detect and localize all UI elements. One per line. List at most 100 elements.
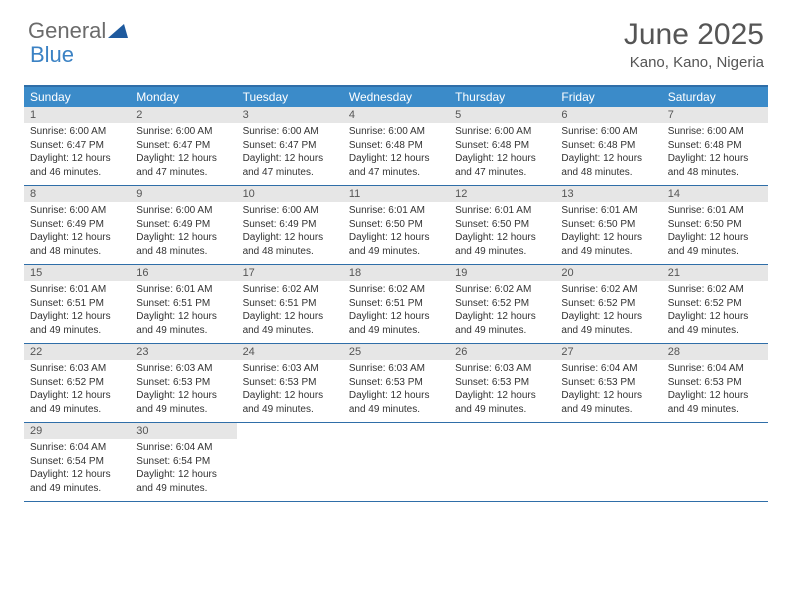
day-cell: 29Sunrise: 6:04 AMSunset: 6:54 PMDayligh… (24, 423, 130, 501)
weeks-container: 1Sunrise: 6:00 AMSunset: 6:47 PMDaylight… (24, 107, 768, 502)
day-number: 9 (130, 186, 236, 202)
day-number: 16 (130, 265, 236, 281)
day-number: 8 (24, 186, 130, 202)
day-number: 27 (555, 344, 661, 360)
day-cell: 25Sunrise: 6:03 AMSunset: 6:53 PMDayligh… (343, 344, 449, 422)
day-cell: 26Sunrise: 6:03 AMSunset: 6:53 PMDayligh… (449, 344, 555, 422)
day-number: 23 (130, 344, 236, 360)
day-cell: 27Sunrise: 6:04 AMSunset: 6:53 PMDayligh… (555, 344, 661, 422)
day-info: Sunrise: 6:03 AMSunset: 6:53 PMDaylight:… (237, 360, 343, 416)
day-cell: 5Sunrise: 6:00 AMSunset: 6:48 PMDaylight… (449, 107, 555, 185)
day-info: Sunrise: 6:00 AMSunset: 6:47 PMDaylight:… (130, 123, 236, 179)
day-info: Sunrise: 6:01 AMSunset: 6:50 PMDaylight:… (343, 202, 449, 258)
day-cell: 28Sunrise: 6:04 AMSunset: 6:53 PMDayligh… (662, 344, 768, 422)
day-info: Sunrise: 6:03 AMSunset: 6:53 PMDaylight:… (130, 360, 236, 416)
day-info: Sunrise: 6:00 AMSunset: 6:49 PMDaylight:… (24, 202, 130, 258)
day-cell: 14Sunrise: 6:01 AMSunset: 6:50 PMDayligh… (662, 186, 768, 264)
day-info: Sunrise: 6:01 AMSunset: 6:50 PMDaylight:… (555, 202, 661, 258)
day-info: Sunrise: 6:03 AMSunset: 6:53 PMDaylight:… (449, 360, 555, 416)
day-number: 5 (449, 107, 555, 123)
day-cell: 22Sunrise: 6:03 AMSunset: 6:52 PMDayligh… (24, 344, 130, 422)
dayhead-fri: Friday (555, 87, 661, 107)
day-info: Sunrise: 6:04 AMSunset: 6:53 PMDaylight:… (662, 360, 768, 416)
day-info: Sunrise: 6:00 AMSunset: 6:48 PMDaylight:… (662, 123, 768, 179)
day-number: 6 (555, 107, 661, 123)
day-info: Sunrise: 6:02 AMSunset: 6:51 PMDaylight:… (237, 281, 343, 337)
location: Kano, Kano, Nigeria (624, 54, 764, 71)
day-info: Sunrise: 6:02 AMSunset: 6:52 PMDaylight:… (449, 281, 555, 337)
day-number: 3 (237, 107, 343, 123)
day-cell: 13Sunrise: 6:01 AMSunset: 6:50 PMDayligh… (555, 186, 661, 264)
week-row: 22Sunrise: 6:03 AMSunset: 6:52 PMDayligh… (24, 344, 768, 423)
day-number: 15 (24, 265, 130, 281)
day-number: 14 (662, 186, 768, 202)
day-cell: 4Sunrise: 6:00 AMSunset: 6:48 PMDaylight… (343, 107, 449, 185)
day-cell: 2Sunrise: 6:00 AMSunset: 6:47 PMDaylight… (130, 107, 236, 185)
day-info: Sunrise: 6:01 AMSunset: 6:51 PMDaylight:… (24, 281, 130, 337)
day-number: 4 (343, 107, 449, 123)
day-cell (237, 423, 343, 501)
brand-part1: General (28, 18, 106, 44)
day-info: Sunrise: 6:00 AMSunset: 6:48 PMDaylight:… (555, 123, 661, 179)
day-header-row: Sunday Monday Tuesday Wednesday Thursday… (24, 87, 768, 107)
day-info: Sunrise: 6:03 AMSunset: 6:52 PMDaylight:… (24, 360, 130, 416)
day-cell: 18Sunrise: 6:02 AMSunset: 6:51 PMDayligh… (343, 265, 449, 343)
day-number: 28 (662, 344, 768, 360)
month-title: June 2025 (624, 18, 764, 52)
day-number: 18 (343, 265, 449, 281)
day-cell: 30Sunrise: 6:04 AMSunset: 6:54 PMDayligh… (130, 423, 236, 501)
day-info: Sunrise: 6:03 AMSunset: 6:53 PMDaylight:… (343, 360, 449, 416)
day-cell: 17Sunrise: 6:02 AMSunset: 6:51 PMDayligh… (237, 265, 343, 343)
week-row: 1Sunrise: 6:00 AMSunset: 6:47 PMDaylight… (24, 107, 768, 186)
brand-triangle-icon (108, 18, 128, 44)
day-number: 13 (555, 186, 661, 202)
dayhead-thu: Thursday (449, 87, 555, 107)
day-number: 7 (662, 107, 768, 123)
day-info: Sunrise: 6:00 AMSunset: 6:47 PMDaylight:… (237, 123, 343, 179)
day-number: 25 (343, 344, 449, 360)
day-number: 29 (24, 423, 130, 439)
day-info: Sunrise: 6:00 AMSunset: 6:48 PMDaylight:… (449, 123, 555, 179)
day-number: 24 (237, 344, 343, 360)
day-info: Sunrise: 6:00 AMSunset: 6:49 PMDaylight:… (237, 202, 343, 258)
day-info: Sunrise: 6:04 AMSunset: 6:54 PMDaylight:… (24, 439, 130, 495)
day-cell: 20Sunrise: 6:02 AMSunset: 6:52 PMDayligh… (555, 265, 661, 343)
day-cell: 23Sunrise: 6:03 AMSunset: 6:53 PMDayligh… (130, 344, 236, 422)
day-info: Sunrise: 6:00 AMSunset: 6:49 PMDaylight:… (130, 202, 236, 258)
day-cell: 8Sunrise: 6:00 AMSunset: 6:49 PMDaylight… (24, 186, 130, 264)
dayhead-sun: Sunday (24, 87, 130, 107)
dayhead-mon: Monday (130, 87, 236, 107)
day-number: 20 (555, 265, 661, 281)
day-number: 2 (130, 107, 236, 123)
day-cell: 19Sunrise: 6:02 AMSunset: 6:52 PMDayligh… (449, 265, 555, 343)
day-cell (555, 423, 661, 501)
day-cell: 1Sunrise: 6:00 AMSunset: 6:47 PMDaylight… (24, 107, 130, 185)
day-info: Sunrise: 6:02 AMSunset: 6:52 PMDaylight:… (662, 281, 768, 337)
title-block: June 2025 Kano, Kano, Nigeria (624, 18, 764, 71)
day-number: 1 (24, 107, 130, 123)
day-info: Sunrise: 6:02 AMSunset: 6:51 PMDaylight:… (343, 281, 449, 337)
day-number: 19 (449, 265, 555, 281)
week-row: 8Sunrise: 6:00 AMSunset: 6:49 PMDaylight… (24, 186, 768, 265)
brand-logo: General (28, 18, 128, 44)
day-number: 22 (24, 344, 130, 360)
day-number: 21 (662, 265, 768, 281)
day-cell: 9Sunrise: 6:00 AMSunset: 6:49 PMDaylight… (130, 186, 236, 264)
week-row: 29Sunrise: 6:04 AMSunset: 6:54 PMDayligh… (24, 423, 768, 502)
day-info: Sunrise: 6:04 AMSunset: 6:53 PMDaylight:… (555, 360, 661, 416)
day-number: 11 (343, 186, 449, 202)
day-cell: 11Sunrise: 6:01 AMSunset: 6:50 PMDayligh… (343, 186, 449, 264)
day-cell: 15Sunrise: 6:01 AMSunset: 6:51 PMDayligh… (24, 265, 130, 343)
day-cell: 16Sunrise: 6:01 AMSunset: 6:51 PMDayligh… (130, 265, 236, 343)
day-cell: 21Sunrise: 6:02 AMSunset: 6:52 PMDayligh… (662, 265, 768, 343)
day-cell (449, 423, 555, 501)
day-info: Sunrise: 6:00 AMSunset: 6:47 PMDaylight:… (24, 123, 130, 179)
day-cell: 12Sunrise: 6:01 AMSunset: 6:50 PMDayligh… (449, 186, 555, 264)
header: General June 2025 Kano, Kano, Nigeria (0, 0, 792, 77)
day-cell: 10Sunrise: 6:00 AMSunset: 6:49 PMDayligh… (237, 186, 343, 264)
day-info: Sunrise: 6:02 AMSunset: 6:52 PMDaylight:… (555, 281, 661, 337)
day-cell: 6Sunrise: 6:00 AMSunset: 6:48 PMDaylight… (555, 107, 661, 185)
day-number: 17 (237, 265, 343, 281)
dayhead-tue: Tuesday (237, 87, 343, 107)
day-info: Sunrise: 6:01 AMSunset: 6:50 PMDaylight:… (449, 202, 555, 258)
